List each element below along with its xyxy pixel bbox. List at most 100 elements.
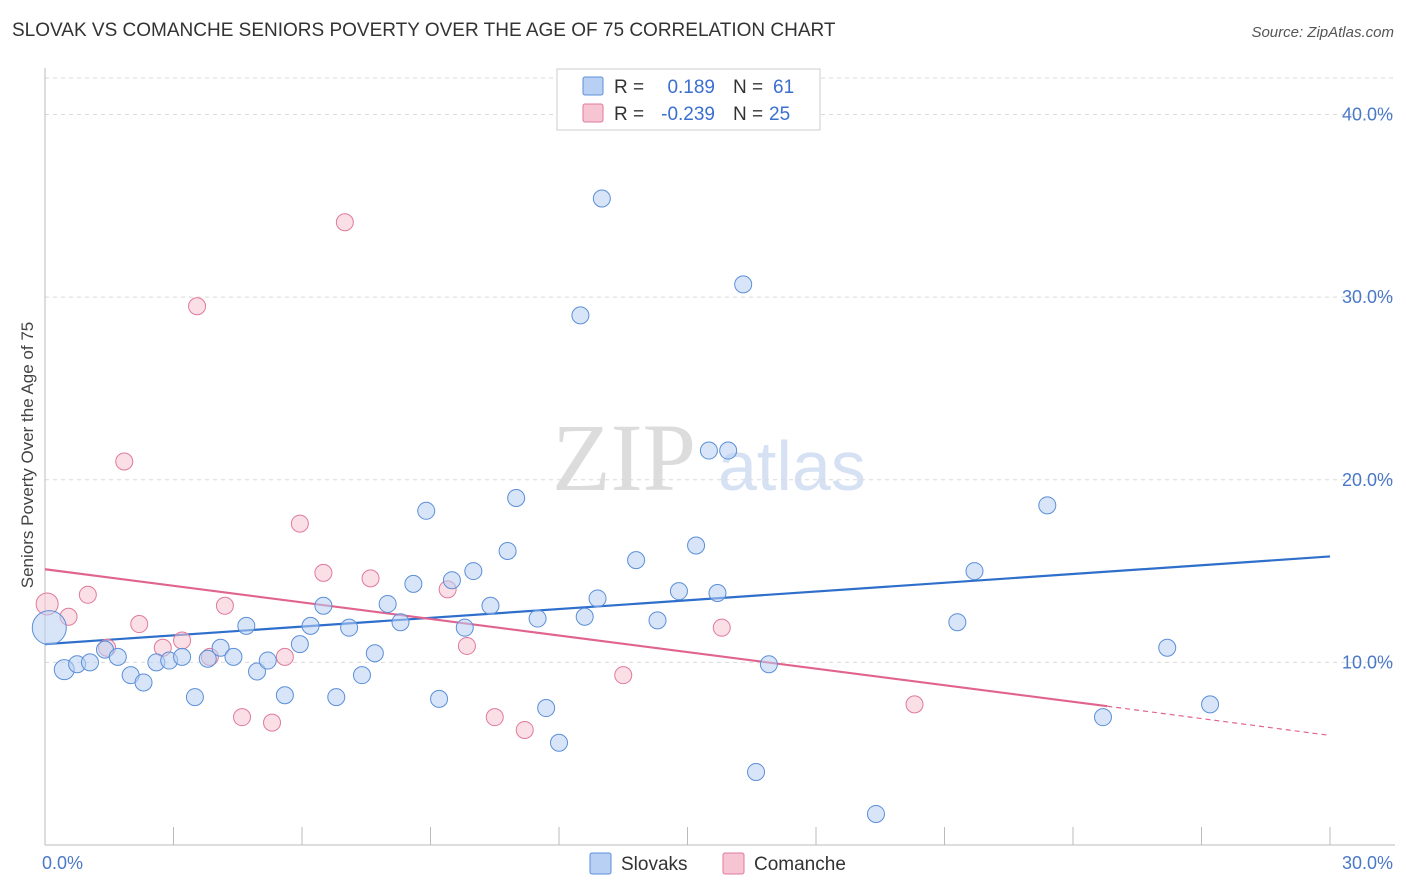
slovaks-point [747, 762, 766, 781]
comanche-point [515, 720, 534, 739]
slovaks-point [31, 610, 67, 646]
legend-n-label-2: N = [733, 104, 763, 125]
slovaks-point [301, 616, 320, 635]
bottom-legend-label-comanche: Comanche [754, 854, 846, 875]
comanche-point [485, 708, 504, 727]
y-axis-label: Seniors Poverty Over the Age of 75 [18, 322, 37, 588]
slovaks-point [627, 551, 646, 570]
watermark-zip: ZIP [552, 404, 696, 511]
y-tick-label: 10.0% [1342, 652, 1393, 672]
legend-r-label-2: R = [614, 104, 644, 125]
slovaks-point [550, 733, 568, 752]
legend-r-value-1: 0.189 [667, 77, 715, 98]
comanche-point [335, 213, 354, 232]
slovaks-point [365, 644, 384, 663]
slovaks-point [378, 594, 397, 613]
slovaks-point [185, 688, 204, 707]
comanche-point [233, 708, 252, 727]
slovaks-point [108, 647, 127, 666]
slovaks-point [1038, 496, 1057, 515]
slovaks-point [759, 655, 778, 674]
slovaks-point [866, 804, 885, 823]
chart-title: SLOVAK VS COMANCHE SENIORS POVERTY OVER … [12, 20, 836, 41]
slovaks-point [352, 666, 371, 685]
slovaks-point [708, 583, 727, 602]
slovaks-point [340, 618, 359, 637]
slovaks-point [198, 649, 217, 668]
slovaks-point [1201, 695, 1220, 714]
bottom-legend-swatch-slovaks [589, 852, 612, 875]
slovaks-point [224, 647, 243, 666]
slovaks-point [275, 686, 294, 705]
comanche-point [614, 666, 633, 685]
slovaks-point [464, 562, 483, 581]
slovaks-point [537, 699, 556, 718]
comanche-point [78, 585, 97, 604]
comanche-trend-extension [1107, 705, 1331, 737]
bottom-legend-label-slovaks: Slovaks [621, 854, 688, 875]
slovaks-point [1093, 708, 1112, 727]
slovaks-point [948, 613, 967, 632]
bottom-legend-swatch-comanche [722, 852, 745, 875]
slovaks-point [507, 489, 526, 508]
x-tick-label: 0.0% [42, 853, 83, 873]
slovaks-point [575, 607, 594, 626]
legend-swatch-slovaks [582, 76, 604, 96]
slovaks-point [687, 536, 706, 555]
legend-r-value-2: -0.239 [661, 104, 715, 125]
slovaks-point [417, 501, 436, 520]
slovaks-point [442, 571, 461, 590]
comanche-point [457, 636, 476, 655]
slovaks-point [965, 562, 984, 581]
slovaks-point [237, 616, 256, 635]
slovaks-point [327, 688, 346, 707]
comanche-point [275, 647, 294, 666]
slovaks-point [258, 651, 277, 670]
comanche-point [361, 569, 380, 588]
y-tick-label: 40.0% [1342, 105, 1393, 125]
axes [44, 68, 1395, 846]
slovaks-point [404, 574, 423, 593]
legend-r-label-1: R = [614, 77, 644, 98]
slovaks-point [528, 609, 547, 628]
trend-lines [44, 555, 1331, 737]
slovaks-points [31, 189, 1220, 823]
slovaks-point [211, 638, 230, 657]
slovaks-point [248, 662, 267, 681]
legend-n-value-2: 25 [769, 104, 790, 125]
comanche-point [188, 297, 207, 316]
legend-n-value-1: 61 [773, 77, 794, 98]
slovaks-point [481, 596, 500, 615]
slovaks-point [290, 635, 309, 654]
slovaks-point [80, 653, 99, 672]
comanche-point [905, 695, 924, 714]
slovaks-point [314, 596, 333, 615]
gridlines [45, 77, 1395, 663]
legend-bottom: Slovaks Comanche [589, 852, 846, 875]
slovaks-point [669, 582, 688, 601]
comanche-point [314, 563, 333, 582]
slovaks-point [648, 611, 667, 630]
slovaks-point [391, 613, 410, 632]
comanche-point [712, 618, 731, 637]
slovaks-point [592, 189, 611, 208]
chart-source: Source: ZipAtlas.com [1251, 24, 1394, 41]
comanche-point [130, 615, 149, 634]
legend-swatch-comanche [582, 103, 604, 123]
slovaks-point [1158, 638, 1177, 657]
slovaks-point [430, 689, 449, 708]
legend-top: R = 0.189 N = 61 R = -0.239 N = 25 [556, 68, 821, 131]
slovaks-point [571, 306, 590, 325]
y-tick-label: 20.0% [1342, 470, 1393, 490]
legend-n-label-1: N = [733, 77, 763, 98]
tick-labels: 10.0% 20.0% 30.0% 40.0% 0.0% 30.0% [42, 105, 1393, 873]
slovaks-trend-line [44, 555, 1331, 646]
comanche-point [115, 452, 134, 471]
slovaks-point [173, 647, 192, 666]
watermark-atlas: atlas [718, 427, 866, 505]
slovaks-point [588, 589, 607, 608]
slovaks-point [734, 275, 753, 294]
slovaks-point [134, 673, 153, 692]
comanche-point [290, 514, 309, 533]
